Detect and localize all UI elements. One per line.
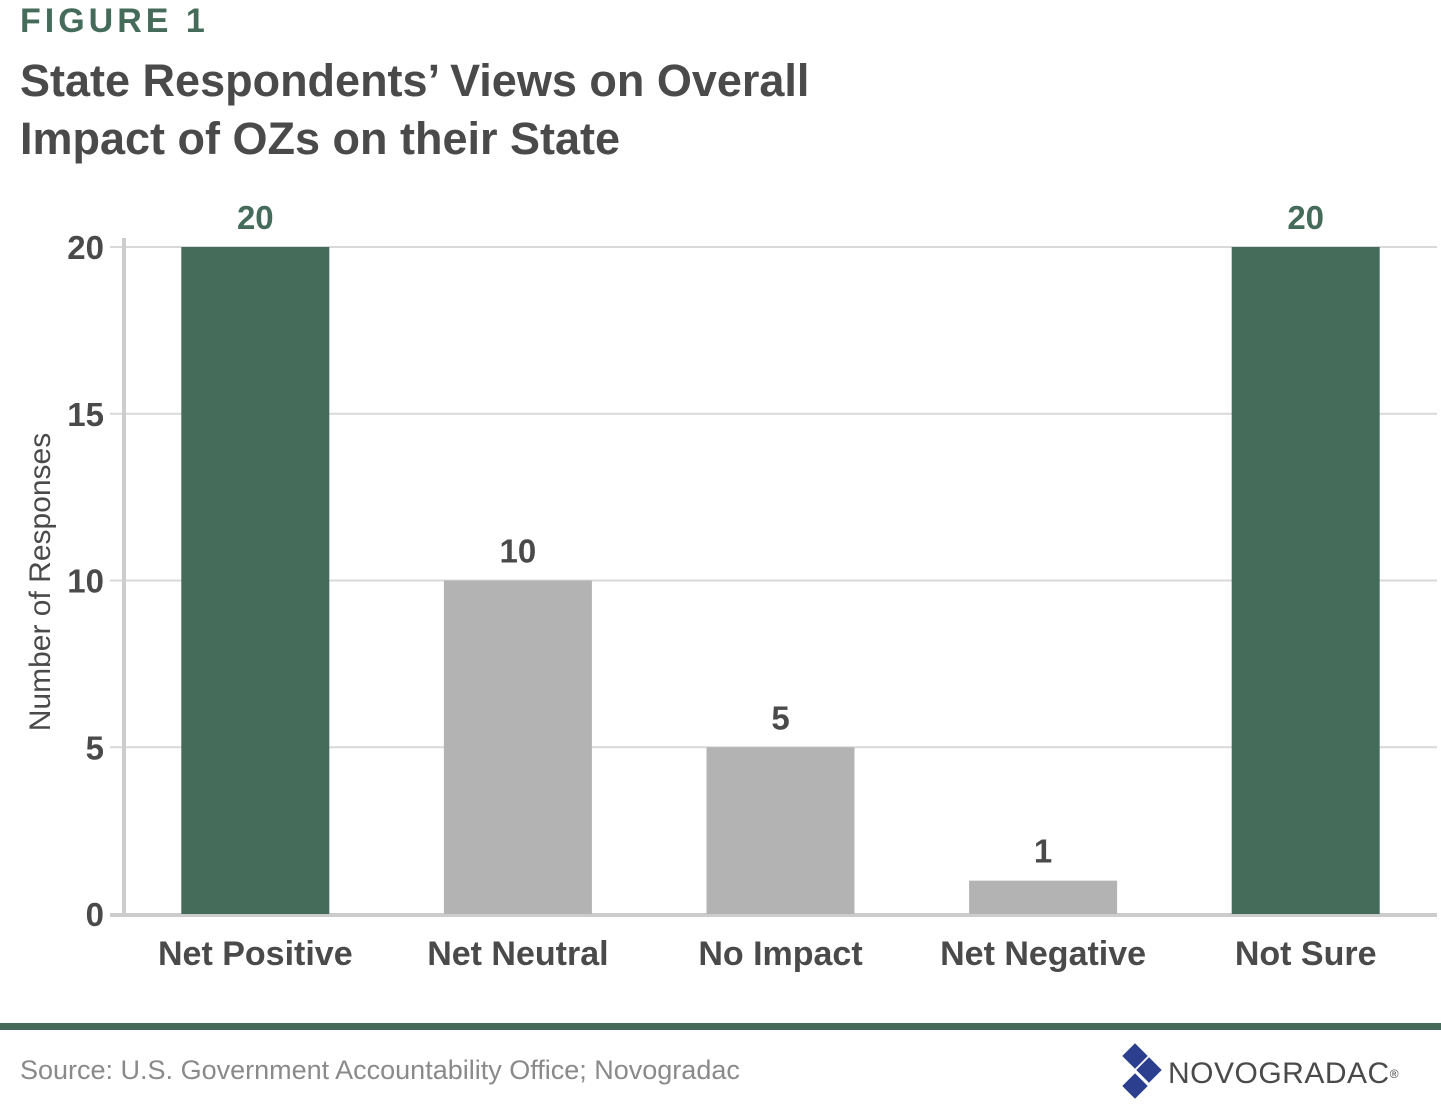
x-tick-label: Net Negative [940, 935, 1146, 973]
brand-name: NOVOGRADAC [1168, 1057, 1390, 1090]
data-labels: 20 10 5 1 20 [237, 199, 1324, 870]
bar-chart: 0 5 10 15 20 20 10 5 1 20 Net Positive Net Neutra… [24, 199, 1437, 973]
x-tick-label: Net Neutral [427, 935, 608, 973]
chart-title: State Respondents’ Views on Overall Impa… [20, 52, 809, 168]
x-axis-labels: Net Positive Net Neutral No Impact Net Nega… [158, 935, 1377, 973]
gridlines [110, 238, 1437, 917]
y-tick-label: 15 [67, 396, 104, 433]
bar [1231, 247, 1380, 914]
source-note: Source: U.S. Government Accountability O… [20, 1055, 740, 1085]
y-axis-label: Number of Responses [24, 433, 57, 731]
data-label: 1 [1034, 833, 1052, 870]
x-tick-label: No Impact [698, 935, 862, 973]
bottom-rule [0, 1023, 1441, 1030]
bar [443, 580, 592, 914]
bars [181, 247, 1380, 914]
x-tick-label: Net Positive [158, 935, 353, 973]
bar [181, 247, 330, 914]
brand-reg-mark: ® [1389, 1067, 1399, 1081]
chart-title-line-1: State Respondents’ Views on Overall [20, 55, 810, 106]
data-label: 20 [1287, 199, 1324, 236]
y-tick-label: 0 [86, 896, 104, 933]
diamond-cluster-icon [1122, 1043, 1162, 1099]
y-tick-label: 20 [67, 229, 104, 266]
y-axis-ticks: 0 5 10 15 20 [67, 229, 104, 933]
chart-title-line-2: Impact of OZs on their State [20, 113, 621, 164]
data-label: 5 [771, 699, 789, 736]
figure-label: FIGURE 1 [20, 2, 209, 40]
x-tick-label: Not Sure [1235, 935, 1377, 973]
bar [969, 880, 1118, 914]
y-tick-label: 10 [67, 563, 104, 600]
data-label: 10 [500, 533, 537, 570]
y-tick-label: 5 [86, 729, 104, 766]
bar [706, 747, 855, 914]
brand: NOVOGRADAC ® [1114, 1043, 1399, 1105]
data-label: 20 [237, 199, 274, 236]
